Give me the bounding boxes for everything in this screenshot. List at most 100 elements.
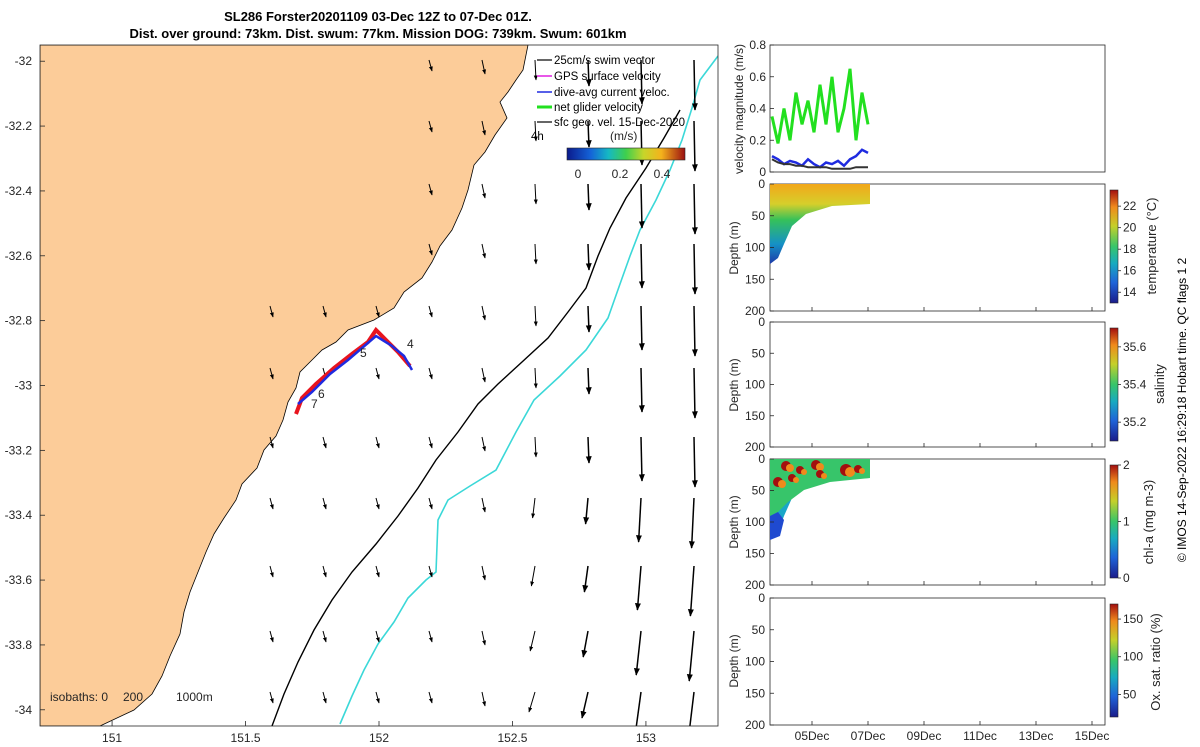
chla-mid-blob: [816, 463, 824, 471]
depth-ytick-label: 100: [745, 241, 765, 255]
velocity-vector: [531, 497, 536, 519]
map-ytick-label: -33.6: [5, 573, 33, 587]
legend-label-net: net glider velocity: [554, 102, 643, 114]
velocity-vector: [533, 436, 538, 458]
velocity-vector: [428, 305, 433, 318]
map-ytick-label: -33: [15, 379, 33, 393]
velocity-vector: [481, 120, 487, 136]
glider-track-blue: [297, 334, 414, 405]
velocity-vector: [581, 630, 589, 658]
velocity-vector: [691, 243, 698, 295]
legend-label-dive: dive-avg current veloc.: [554, 87, 670, 99]
velocity-vector: [481, 183, 487, 199]
isobaths-label-200: 200: [123, 690, 143, 704]
chla-mid-blob: [786, 464, 794, 472]
title-line-2: Dist. over ground: 73km. Dist. swum: 77k…: [129, 26, 626, 41]
velocity-vector: [375, 565, 380, 578]
temperature-field: [770, 184, 870, 264]
velocity-vector: [428, 59, 433, 72]
depth-ytick-label: 50: [752, 623, 766, 637]
salinity-panel: 0 50 100 150 200 Depth (m) 35.2 35.4 35.6 sali…: [727, 315, 1167, 454]
track-label-6: 6: [318, 387, 325, 401]
velocity-vector: [633, 630, 642, 676]
oxygen-clabel: Ox. sat. ratio (%): [1148, 613, 1163, 711]
map-xtick-label: 151: [102, 731, 122, 745]
depth-ytick-label: 100: [745, 515, 765, 529]
velocity-vector: [375, 497, 380, 510]
cbar-tick-label: 1: [1123, 515, 1130, 529]
cbar-tick-label: 2: [1123, 458, 1130, 472]
velocity-vector: [481, 436, 487, 452]
velocity-vector: [585, 436, 592, 464]
velocity-vector: [638, 243, 645, 289]
cbar-tick-label: 35.4: [1123, 378, 1147, 392]
velocity-vector: [428, 630, 433, 643]
chla-panel: 0 50 100 150 200 Depth (m) 0 1 2 chl-a (mg m-3…: [727, 452, 1156, 592]
velocity-vector: [375, 436, 380, 449]
velocity-vector: [428, 565, 433, 578]
depth-ytick-label: 0: [758, 315, 765, 329]
chla-clabel: chl-a (mg m-3): [1141, 480, 1156, 565]
map-legend: 25cm/s swim vector GPS surface velocity …: [531, 55, 685, 143]
depth-ytick-label: 200: [745, 304, 765, 318]
velocity-vector: [533, 367, 538, 389]
velocity-vector: [638, 305, 645, 351]
cbar-tick-label: 22: [1123, 199, 1137, 213]
map-xtick-label: 152.5: [497, 731, 527, 745]
chla-mid-blob: [821, 473, 827, 479]
velocity-vector: [322, 497, 327, 510]
velocity-vector: [322, 565, 327, 578]
vel-ytick-label: 0.4: [749, 102, 766, 116]
speed-colorbar: (m/s) 0 0.2 0.4: [566, 129, 686, 181]
velocity-panel: 0 0.2 0.4 0.6 0.8 velocity magnitude (m/s): [732, 38, 1106, 179]
velocity-vector: [481, 691, 487, 707]
track-label-5: 5: [360, 346, 367, 360]
temperature-ylabel: Depth (m): [727, 221, 741, 274]
velocity-vector: [481, 565, 487, 581]
date-tick-label: 05Dec: [795, 729, 830, 743]
velocity-vector: [691, 436, 698, 488]
velocity-vector: [322, 691, 327, 704]
map-axes: 4 5 6 7 25cm/s swim vector GPS surface v…: [5, 44, 719, 745]
velocity-vector: [533, 183, 538, 205]
velocity-vector: [638, 59, 645, 105]
land-mass: [40, 45, 529, 726]
isobath-1000m: [339, 55, 718, 725]
map-xtick-label: 153: [636, 731, 656, 745]
vel-ytick-label: 0: [759, 165, 766, 179]
velocity-vector: [529, 630, 536, 652]
depth-ytick-label: 0: [758, 452, 765, 466]
cbar-tick-label: 35.2: [1123, 415, 1147, 429]
velocity-vector: [428, 497, 433, 510]
velocity-vector: [481, 305, 487, 321]
map-xtick-label: 151.5: [231, 731, 261, 745]
velocity-vector: [322, 436, 327, 449]
salinity-ylabel: Depth (m): [727, 358, 741, 411]
track-label-4: 4: [407, 337, 414, 351]
chla-mid-blob: [859, 468, 865, 474]
date-tick-label: 15Dec: [1075, 729, 1110, 743]
map-ytick-label: -33.2: [5, 443, 33, 457]
isobath-200m: [271, 109, 681, 726]
vel-ytick-label: 0.8: [749, 38, 766, 52]
velocity-vector: [481, 243, 487, 259]
velocity-vector: [375, 691, 380, 704]
map-ytick-label: -33.8: [5, 638, 33, 652]
depth-ytick-label: 0: [758, 177, 765, 191]
velocity-vector: [533, 243, 538, 265]
cbar-tick-label: 100: [1123, 650, 1143, 664]
map-y-ticks: -32 -32.2 -32.4 -32.6 -32.8 -33 -33.2 -33.4 -33.…: [5, 54, 45, 717]
velocity-vector: [691, 367, 698, 419]
temperature-panel: 0 50 100 150 200 Depth (m) 14 16 18 20 22 temper…: [727, 177, 1159, 318]
depth-ytick-label: 200: [745, 578, 765, 592]
cbar-tick-label: 0: [1123, 571, 1130, 585]
surface-velocity-vectors: [269, 59, 698, 726]
speed-cbar-tick-0: 0: [575, 167, 582, 181]
velocity-vector: [585, 305, 592, 333]
velocity-vector: [689, 691, 695, 726]
date-tick-label: 09Dec: [907, 729, 942, 743]
velocity-vector: [481, 59, 487, 75]
velocity-vector: [585, 243, 592, 271]
velocity-series-line: [771, 158, 868, 170]
velocity-vector: [585, 120, 592, 148]
